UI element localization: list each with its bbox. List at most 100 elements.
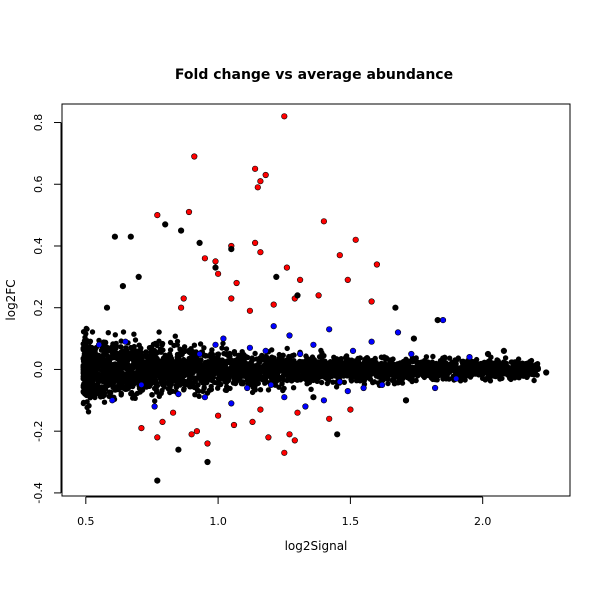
gene-point bbox=[162, 367, 169, 373]
gene-point bbox=[528, 364, 534, 370]
gene-point bbox=[284, 345, 290, 352]
data-point bbox=[193, 428, 200, 435]
gene-point bbox=[266, 366, 272, 372]
gene-point bbox=[404, 369, 410, 375]
gene-point bbox=[105, 382, 111, 389]
gene-point bbox=[523, 363, 530, 369]
gene-point bbox=[503, 360, 509, 366]
gene-point bbox=[303, 353, 309, 359]
gene-point bbox=[476, 364, 483, 370]
gene-point bbox=[172, 333, 178, 339]
gene-point bbox=[162, 352, 168, 358]
gene-point bbox=[167, 347, 174, 353]
gene-point bbox=[486, 376, 492, 382]
gene-point bbox=[181, 386, 187, 392]
gene-point bbox=[132, 362, 138, 368]
gene-point bbox=[395, 369, 401, 375]
gene-point bbox=[87, 384, 93, 390]
data-point bbox=[257, 178, 264, 185]
data-point bbox=[392, 304, 399, 311]
gene-point bbox=[362, 369, 369, 375]
gene-point bbox=[131, 375, 138, 381]
data-point bbox=[212, 258, 219, 265]
gene-point bbox=[202, 353, 209, 359]
gene-point bbox=[386, 372, 392, 378]
gene-point bbox=[95, 384, 102, 390]
gene-point bbox=[358, 365, 364, 371]
gene-point bbox=[149, 344, 155, 350]
data-point bbox=[122, 338, 129, 345]
gene-point bbox=[257, 387, 264, 393]
gene-point bbox=[114, 355, 121, 362]
y-axis-label: log2FC bbox=[4, 279, 18, 320]
gene-point bbox=[96, 337, 102, 344]
gene-point bbox=[446, 355, 453, 361]
data-point bbox=[257, 249, 264, 256]
data-point bbox=[90, 391, 97, 398]
gene-point bbox=[454, 357, 460, 363]
gene-point bbox=[223, 346, 230, 352]
gene-point bbox=[324, 380, 330, 387]
data-point bbox=[111, 233, 118, 240]
data-point bbox=[196, 239, 203, 246]
gene-point bbox=[410, 364, 416, 371]
gene-point bbox=[142, 361, 148, 367]
gene-point bbox=[132, 395, 138, 401]
data-point bbox=[119, 283, 126, 290]
data-point bbox=[543, 369, 550, 376]
gene-point bbox=[152, 351, 158, 357]
gene-point bbox=[178, 369, 184, 376]
data-point bbox=[228, 246, 235, 253]
y-tick-label: 0.0 bbox=[32, 361, 45, 379]
gene-point bbox=[255, 375, 261, 381]
gene-point bbox=[154, 356, 160, 362]
gene-point bbox=[160, 363, 166, 369]
gene-point bbox=[525, 373, 531, 379]
data-point bbox=[281, 449, 288, 456]
gene-point bbox=[133, 348, 139, 354]
gene-point bbox=[291, 352, 297, 358]
gene-point bbox=[271, 366, 278, 372]
data-point bbox=[230, 421, 238, 429]
data-point bbox=[201, 394, 208, 401]
gene-point bbox=[112, 387, 119, 393]
gene-point bbox=[106, 358, 113, 364]
data-point bbox=[273, 273, 280, 281]
gene-point bbox=[152, 398, 158, 404]
gene-point bbox=[90, 365, 96, 371]
gene-point bbox=[236, 364, 242, 370]
data-point bbox=[347, 406, 354, 413]
data-point bbox=[368, 338, 375, 345]
data-point bbox=[302, 403, 309, 410]
data-point bbox=[286, 431, 293, 438]
gene-point bbox=[370, 379, 376, 386]
gene-point bbox=[413, 355, 419, 361]
data-point bbox=[326, 326, 333, 333]
gene-point bbox=[345, 363, 351, 369]
gene-point bbox=[335, 370, 341, 377]
data-point bbox=[262, 171, 269, 179]
data-point bbox=[138, 425, 145, 432]
data-point bbox=[159, 418, 166, 426]
gene-point bbox=[102, 358, 108, 364]
gene-point bbox=[163, 380, 170, 386]
gene-point bbox=[211, 379, 218, 386]
data-point bbox=[336, 378, 343, 385]
data-point bbox=[294, 409, 301, 416]
gene-point bbox=[254, 356, 260, 362]
gene-point bbox=[443, 376, 449, 382]
gene-point bbox=[313, 359, 319, 365]
data-point bbox=[246, 344, 253, 351]
gene-point bbox=[378, 361, 384, 368]
data-point bbox=[297, 276, 304, 284]
gene-point bbox=[84, 363, 91, 369]
gene-point bbox=[276, 384, 282, 390]
data-point bbox=[270, 323, 277, 330]
data-point bbox=[344, 276, 351, 284]
gene-point bbox=[345, 372, 351, 378]
gene-point bbox=[435, 369, 441, 376]
gene-point bbox=[91, 346, 98, 353]
gene-point bbox=[485, 363, 491, 369]
gene-point bbox=[281, 361, 288, 368]
